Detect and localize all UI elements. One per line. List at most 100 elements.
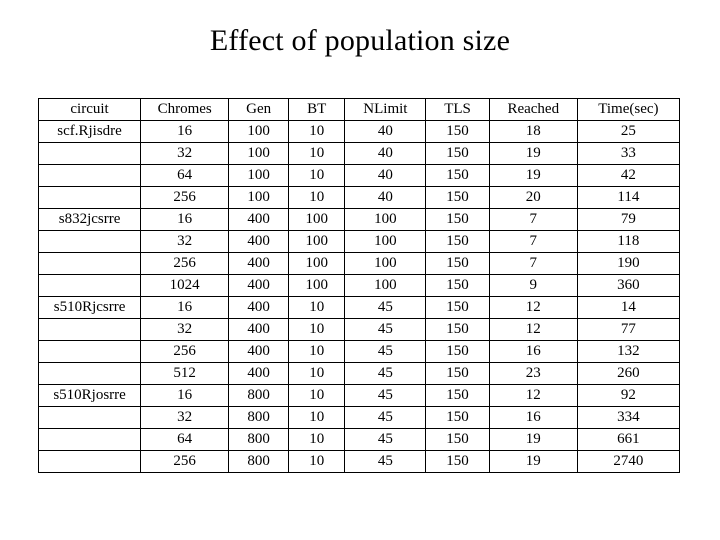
table-row: s832jcsrre16400100100150779 — [39, 209, 680, 231]
table-cell: 64 — [141, 429, 229, 451]
table-cell: 2740 — [577, 451, 679, 473]
col-header-circuit: circuit — [39, 99, 141, 121]
table-cell: 150 — [426, 297, 489, 319]
table-cell: s510Rjosrre — [39, 385, 141, 407]
table-row: 3210010401501933 — [39, 143, 680, 165]
table-cell: 150 — [426, 319, 489, 341]
table-cell: 16 — [489, 407, 577, 429]
table-cell: 256 — [141, 253, 229, 275]
table-cell: 400 — [229, 319, 289, 341]
population-table-container: circuit Chromes Gen BT NLimit TLS Reache… — [38, 98, 680, 473]
table-cell: 40 — [345, 165, 426, 187]
table-cell: 12 — [489, 319, 577, 341]
population-table: circuit Chromes Gen BT NLimit TLS Reache… — [38, 98, 680, 473]
table-cell: 150 — [426, 121, 489, 143]
table-cell: 100 — [345, 275, 426, 297]
table-cell: 32 — [141, 231, 229, 253]
table-cell: 12 — [489, 385, 577, 407]
table-cell: 400 — [229, 341, 289, 363]
table-cell: 10 — [289, 429, 345, 451]
table-row: 3240010451501277 — [39, 319, 680, 341]
col-header-chromes: Chromes — [141, 99, 229, 121]
table-cell: s832jcsrre — [39, 209, 141, 231]
table-cell: 1024 — [141, 275, 229, 297]
table-cell: 45 — [345, 385, 426, 407]
table-cell: 400 — [229, 297, 289, 319]
table-cell: 16 — [141, 209, 229, 231]
table-cell: 260 — [577, 363, 679, 385]
table-cell — [39, 231, 141, 253]
table-cell: 100 — [229, 187, 289, 209]
col-header-time: Time(sec) — [577, 99, 679, 121]
table-cell: 400 — [229, 363, 289, 385]
table-cell: 256 — [141, 451, 229, 473]
table-cell: 150 — [426, 143, 489, 165]
table-row: s510Rjcsrre1640010451501214 — [39, 297, 680, 319]
table-row: 324001001001507118 — [39, 231, 680, 253]
table-cell: 118 — [577, 231, 679, 253]
table-cell: 20 — [489, 187, 577, 209]
table-row: s510Rjosrre1680010451501292 — [39, 385, 680, 407]
table-cell: 400 — [229, 231, 289, 253]
table-cell — [39, 363, 141, 385]
table-cell: 150 — [426, 407, 489, 429]
table-cell — [39, 319, 141, 341]
table-row: 2568001045150192740 — [39, 451, 680, 473]
col-header-tls: TLS — [426, 99, 489, 121]
table-cell: 7 — [489, 209, 577, 231]
col-header-reached: Reached — [489, 99, 577, 121]
table-cell — [39, 187, 141, 209]
table-cell: 32 — [141, 319, 229, 341]
table-cell: 661 — [577, 429, 679, 451]
col-header-gen: Gen — [229, 99, 289, 121]
table-cell: 100 — [229, 165, 289, 187]
table-cell: 16 — [141, 121, 229, 143]
table-cell: 150 — [426, 209, 489, 231]
table-cell — [39, 429, 141, 451]
table-cell: 12 — [489, 297, 577, 319]
table-cell — [39, 451, 141, 473]
table-cell: 32 — [141, 407, 229, 429]
table-cell: 150 — [426, 165, 489, 187]
table-cell: 92 — [577, 385, 679, 407]
table-cell: 800 — [229, 429, 289, 451]
table-cell: 19 — [489, 451, 577, 473]
table-cell: 100 — [345, 231, 426, 253]
table-cell: 360 — [577, 275, 679, 297]
table-cell — [39, 143, 141, 165]
table-cell: 150 — [426, 253, 489, 275]
table-cell: 100 — [289, 275, 345, 297]
col-header-bt: BT — [289, 99, 345, 121]
table-cell: 100 — [345, 209, 426, 231]
table-cell: 334 — [577, 407, 679, 429]
table-cell: 19 — [489, 143, 577, 165]
table-cell: 32 — [141, 143, 229, 165]
table-cell: 800 — [229, 451, 289, 473]
table-cell: 800 — [229, 407, 289, 429]
table-cell: 10 — [289, 187, 345, 209]
table-cell: s510Rjcsrre — [39, 297, 141, 319]
table-cell: 100 — [229, 143, 289, 165]
table-cell: 800 — [229, 385, 289, 407]
table-cell: 114 — [577, 187, 679, 209]
table-cell: 10 — [289, 341, 345, 363]
table-cell: 150 — [426, 451, 489, 473]
table-cell: 25 — [577, 121, 679, 143]
table-cell — [39, 253, 141, 275]
table-cell: 45 — [345, 297, 426, 319]
table-cell: 10 — [289, 319, 345, 341]
table-cell: 18 — [489, 121, 577, 143]
table-cell: 100 — [289, 209, 345, 231]
table-cell: 45 — [345, 341, 426, 363]
table-cell — [39, 275, 141, 297]
table-cell: 19 — [489, 165, 577, 187]
table-cell: 14 — [577, 297, 679, 319]
table-cell: 79 — [577, 209, 679, 231]
table-cell: 45 — [345, 363, 426, 385]
table-cell: 150 — [426, 385, 489, 407]
table-cell: 150 — [426, 187, 489, 209]
table-cell: 400 — [229, 275, 289, 297]
table-cell: 100 — [345, 253, 426, 275]
table-body: scf.Rjisdre16100104015018253210010401501… — [39, 121, 680, 473]
table-cell: 16 — [141, 385, 229, 407]
